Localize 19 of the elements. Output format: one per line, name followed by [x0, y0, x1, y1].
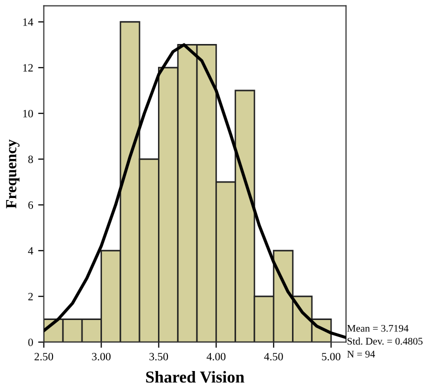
y-tick-label: 0 — [28, 338, 33, 346]
y-tick-label: 4 — [28, 247, 34, 254]
y-tick-label: 6 — [28, 201, 34, 209]
y-tick-label: 14 — [23, 18, 34, 26]
x-tick-label: 4.50 — [264, 352, 283, 360]
x-tick-label: 3.00 — [92, 352, 111, 360]
y-tick-label: 10 — [23, 110, 33, 118]
text: Std. Dev. = 0.4805 — [348, 338, 423, 345]
y-axis-title: Frequency — [6, 139, 20, 208]
y-tick-label: 12 — [23, 64, 33, 72]
x-tick-label: 2.50 — [34, 352, 54, 360]
y-tick-label: 2 — [28, 292, 33, 300]
x-tick-label: 4.00 — [206, 352, 226, 360]
x-tick-label: 3.50 — [150, 352, 168, 360]
text: N = 94 — [347, 350, 375, 358]
x-axis-title: Shared Vision — [146, 370, 244, 383]
y-tick-label: 8 — [28, 156, 33, 164]
x-tick-label: 5.00 — [322, 352, 340, 360]
text: Mean = 3.7194 — [347, 324, 408, 332]
